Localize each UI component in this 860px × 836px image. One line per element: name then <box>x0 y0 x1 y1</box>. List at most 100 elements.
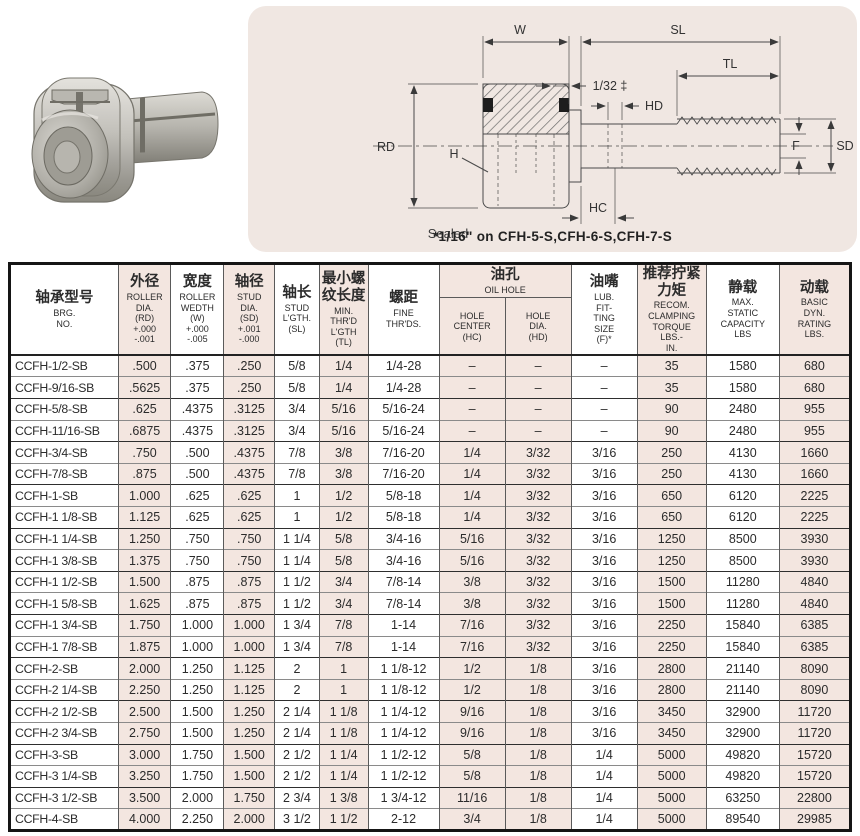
brg-no-cell: CCFH-1-SB <box>9 484 119 507</box>
data-cell: 1/8 <box>504 743 572 766</box>
brg-no-cell: CCFH-1/2-SB <box>9 355 119 377</box>
data-cell: .375 <box>170 355 225 377</box>
data-cell: 1.250 <box>117 527 172 550</box>
data-cell: .875 <box>223 570 276 593</box>
data-cell: 7/16 <box>438 635 506 658</box>
data-cell: 90 <box>636 419 707 442</box>
data-cell: 3/32 <box>504 635 572 658</box>
data-cell: 32900 <box>705 700 780 723</box>
data-cell: 3/16 <box>570 570 638 593</box>
data-cell: 1.750 <box>170 743 225 766</box>
data-cell: 15720 <box>778 765 852 788</box>
data-cell: 7/8-14 <box>367 592 440 615</box>
data-cell: 35 <box>636 376 707 399</box>
data-cell: .750 <box>223 527 276 550</box>
data-cell: .750 <box>170 527 225 550</box>
data-cell: 3/32 <box>504 614 572 637</box>
data-cell: 1/4-28 <box>367 355 440 377</box>
data-cell: .500 <box>117 355 172 377</box>
data-cell: 955 <box>778 398 852 421</box>
data-cell: 3/16 <box>570 441 638 464</box>
data-cell: 2 1/2 <box>274 743 320 766</box>
data-cell: 955 <box>778 419 852 442</box>
data-cell: 1 1/4 <box>318 743 369 766</box>
data-cell: 3/16 <box>570 592 638 615</box>
label-rd: RD <box>377 140 395 154</box>
brg-no-cell: CCFH-1 1/8-SB <box>9 506 119 529</box>
data-cell: 1/8 <box>504 678 572 701</box>
data-cell: 3/16 <box>570 462 638 485</box>
label-w: W <box>514 23 526 37</box>
data-cell: 1/4-28 <box>367 376 440 399</box>
data-cell: 3/32 <box>504 462 572 485</box>
data-cell: 1500 <box>636 570 707 593</box>
data-cell: 3/16 <box>570 700 638 723</box>
data-cell: 1.250 <box>170 657 225 680</box>
data-cell: 49820 <box>705 743 780 766</box>
data-cell: 1 3/8 <box>318 786 369 809</box>
data-cell: 3.000 <box>117 743 172 766</box>
col-header-fine-threads: 螺距 FINE THR'DS. <box>367 263 440 357</box>
data-cell: 3/16 <box>570 527 638 550</box>
table-row: CCFH-2 1/2-SB 2.500 1.500 1.250 2 1/4 1 1/8 1 … <box>9 700 852 723</box>
data-cell: 5/8 <box>318 549 369 572</box>
table-row: CCFH-3/4-SB .750.500.4375 7/8 3/8 7/16-20 1/4… <box>9 441 852 464</box>
data-cell: 15720 <box>778 743 852 766</box>
data-cell: 2.000 <box>117 657 172 680</box>
brg-no-cell: CCFH-2 1/4-SB <box>9 678 119 701</box>
data-cell: 3/4-16 <box>367 527 440 550</box>
data-cell: – <box>438 419 506 442</box>
data-cell: 2 <box>274 678 320 701</box>
data-cell: 1.875 <box>117 635 172 658</box>
data-cell: .4375 <box>170 419 225 442</box>
table-row: CCFH-11/16-SB .6875.4375.3125 3/4 5/16 5/16-… <box>9 419 852 442</box>
table-row: CCFH-1 3/8-SB 1.375.750.750 1 1/4 5/8 3/4-16… <box>9 549 852 572</box>
data-cell: 2 <box>274 657 320 680</box>
data-cell: 1.750 <box>170 765 225 788</box>
data-cell: 1/2 <box>318 506 369 529</box>
data-cell: 5000 <box>636 808 707 831</box>
table-row: CCFH-4-SB 4.000 2.250 2.000 3 1/2 1 1/2 2-12 3/… <box>9 808 852 831</box>
data-cell: 89540 <box>705 808 780 831</box>
data-cell: 1 3/4 <box>274 635 320 658</box>
data-cell: .625 <box>170 506 225 529</box>
data-cell: .500 <box>170 462 225 485</box>
data-cell: 1/4 <box>438 462 506 485</box>
data-cell: 1500 <box>636 592 707 615</box>
data-cell: 650 <box>636 506 707 529</box>
brg-no-cell: CCFH-1 7/8-SB <box>9 635 119 658</box>
bearing-spec-table: 轴承型号 BRG. NO. 外径 ROLLER DIA. (RD) +.000 … <box>8 262 852 832</box>
label-sl: SL <box>670 23 685 37</box>
data-cell: 5/8 <box>274 355 320 377</box>
data-cell: 2480 <box>705 419 780 442</box>
data-cell: 4840 <box>778 592 852 615</box>
data-cell: – <box>570 419 638 442</box>
data-cell: 7/8-14 <box>367 570 440 593</box>
data-cell: 9/16 <box>438 700 506 723</box>
data-cell: 1.125 <box>223 678 276 701</box>
data-cell: 1.500 <box>117 570 172 593</box>
data-cell: 3/16 <box>570 484 638 507</box>
data-cell: 5/8 <box>438 743 506 766</box>
brg-no-cell: CCFH-1 5/8-SB <box>9 592 119 615</box>
data-cell: .500 <box>170 441 225 464</box>
label-h: H <box>449 147 458 161</box>
data-cell: 3/16 <box>570 614 638 637</box>
col-header-roller-dia: 外径 ROLLER DIA. (RD) +.000 -.001 <box>117 263 172 357</box>
data-cell: .750 <box>117 441 172 464</box>
data-cell: 680 <box>778 355 852 377</box>
data-cell: 1.250 <box>170 678 225 701</box>
brg-no-cell: CCFH-5/8-SB <box>9 398 119 421</box>
data-cell: 1580 <box>705 355 780 377</box>
data-cell: 7/8 <box>274 441 320 464</box>
data-cell: 2800 <box>636 657 707 680</box>
data-cell: – <box>570 355 638 377</box>
data-cell: 63250 <box>705 786 780 809</box>
data-cell: 3450 <box>636 721 707 745</box>
data-cell: .3125 <box>223 398 276 421</box>
data-cell: .6875 <box>117 419 172 442</box>
data-cell: – <box>438 376 506 399</box>
data-cell: 35 <box>636 355 707 377</box>
data-cell: 5/8-18 <box>367 506 440 529</box>
data-cell: 1 <box>318 678 369 701</box>
